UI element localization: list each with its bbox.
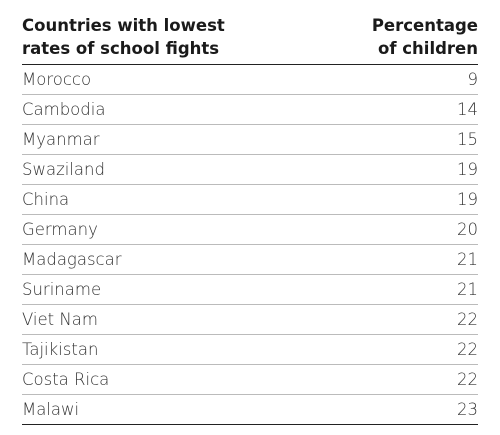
table-row: Swaziland 19 [22, 155, 478, 185]
table-row: Malawi 23 [22, 395, 478, 425]
table-row: Myanmar 15 [22, 125, 478, 155]
table-row: Cambodia 14 [22, 95, 478, 125]
table-row: Morocco 9 [22, 65, 478, 95]
country: Tajikistan [22, 340, 99, 359]
country: Swaziland [22, 160, 105, 179]
country: Germany [22, 220, 98, 239]
table-row: China 19 [22, 185, 478, 215]
country: Cambodia [22, 100, 106, 119]
table-row: Tajikistan 22 [22, 335, 478, 365]
header-text: Percentage [371, 16, 478, 35]
country: Malawi [22, 400, 80, 419]
table-body: Morocco 9 Cambodia 14 Myanmar 15 Swaziland 19 Ch… [22, 65, 478, 425]
country: Costa Rica [22, 370, 110, 389]
table-row: Suriname 21 [22, 275, 478, 305]
percentage: 22 [457, 310, 478, 329]
percentage: 20 [457, 220, 478, 239]
header-text: Countries with lowest [22, 16, 225, 35]
country: Morocco [22, 70, 92, 89]
table-row: Viet Nam 22 [22, 305, 478, 335]
percentage: 19 [457, 190, 478, 209]
country: China [22, 190, 70, 209]
percentage: 14 [457, 100, 478, 119]
table-row: Madagascar 21 [22, 245, 478, 275]
percentage: 22 [457, 370, 478, 389]
percentage: 22 [457, 340, 478, 359]
country: Madagascar [22, 250, 122, 269]
header-cell: Percentage of children [372, 14, 478, 64]
table: Countries with lowest rates of school fi… [22, 14, 478, 425]
percentage: 23 [457, 400, 478, 419]
header-text: of children [378, 39, 478, 58]
percentage: 21 [457, 280, 478, 299]
header-text: rates of school fights [22, 39, 220, 58]
table-row: Costa Rica 22 [22, 365, 478, 395]
percentage: 21 [457, 250, 478, 269]
country: Suriname [22, 280, 102, 299]
percentage: 15 [457, 130, 478, 149]
country: Viet Nam [22, 310, 98, 329]
percentage: 9 [467, 70, 479, 89]
percentage: 19 [457, 160, 478, 179]
header-cell: Countries with lowest rates of school fi… [22, 14, 225, 64]
table-header: Countries with lowest rates of school fi… [22, 14, 478, 65]
country: Myanmar [22, 130, 100, 149]
table-row: Germany 20 [22, 215, 478, 245]
